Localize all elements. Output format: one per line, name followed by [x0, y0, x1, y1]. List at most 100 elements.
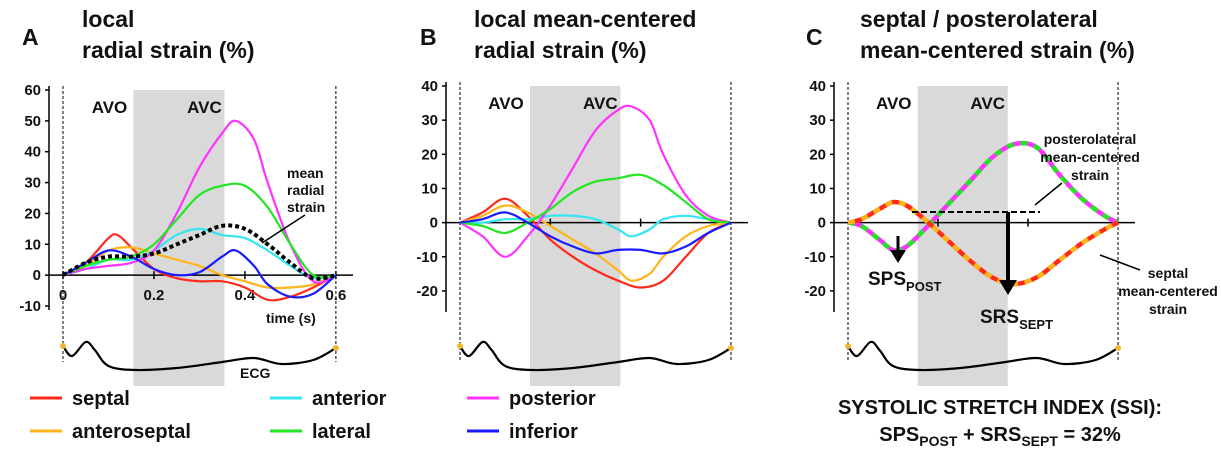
- ecg-trace: [459, 340, 732, 372]
- sps-arrow-head: [890, 250, 906, 263]
- y-tick-label: 0: [430, 215, 438, 232]
- ecg-end-marker: [332, 345, 339, 351]
- posterolateral-annotation-line1: posterolateral: [1044, 131, 1137, 147]
- y-tick-label: -10: [416, 249, 438, 266]
- ssi-sept-subscript: SEPT: [1021, 433, 1058, 449]
- panel-a-title-line2: radial strain (%): [82, 37, 255, 63]
- panel-c-plot: -20 -10 0 10 20 30 40 AVO AVC: [804, 78, 1135, 386]
- series-septal-mean-centered-strain-dashes: [847, 199, 1120, 287]
- y-tick-label: 20: [809, 146, 826, 163]
- panel-letter-c: C: [806, 24, 823, 50]
- systole-band: [917, 86, 1008, 386]
- posterolateral-annotation-line3: strain: [1071, 167, 1109, 183]
- sps-post-subscript: POST: [906, 279, 941, 294]
- legend-label-inferior: inferior: [509, 421, 578, 443]
- legend-label-anterior: anterior: [312, 388, 387, 410]
- ecg-end-marker: [1115, 345, 1121, 351]
- legend-label-lateral: lateral: [312, 421, 371, 443]
- panel-a-xlabel: time (s): [266, 310, 316, 326]
- y-tick-label: 0: [33, 267, 41, 284]
- y-tick-label: 40: [24, 144, 41, 161]
- series-posterior-line: [459, 104, 732, 258]
- posterolateral-leader: [1034, 182, 1063, 206]
- ecg-start-marker: [457, 343, 463, 349]
- y-tick-label: 10: [421, 180, 438, 197]
- y-tick-label: 30: [421, 112, 438, 129]
- septal-annotation-line2: mean-centered: [1118, 283, 1218, 299]
- septal-annotation-line1: septal: [1148, 265, 1188, 281]
- series-inferior-line: [459, 211, 732, 255]
- ecg-label: ECG: [240, 365, 270, 381]
- y-tick-label: -20: [416, 283, 438, 300]
- sps-post-label: SPSPOST: [868, 269, 941, 294]
- ssi-result: = 32%: [1058, 424, 1121, 446]
- y-tick-label: 10: [24, 236, 41, 253]
- y-tick-label: 10: [809, 180, 826, 197]
- y-tick-label: 30: [809, 112, 826, 129]
- y-tick-label: 30: [24, 175, 41, 192]
- systole-band: [530, 86, 621, 386]
- x-tick-label: 0.2: [144, 287, 165, 304]
- y-tick-label: 40: [809, 78, 826, 95]
- ssi-post-subscript: POST: [919, 433, 958, 449]
- srs-sept-label: SRSSEPT: [980, 307, 1053, 332]
- series-anterior-line: [459, 214, 732, 238]
- posterolateral-annotation-line2: mean-centered: [1040, 149, 1140, 165]
- panel-b-title-line2: radial strain (%): [474, 37, 647, 63]
- y-tick-label: 20: [421, 146, 438, 163]
- sps-label: SPS: [868, 269, 906, 290]
- srs-sept-subscript: SEPT: [1019, 317, 1053, 332]
- x-tick-label: 0.6: [325, 287, 346, 304]
- srs-arrow-head: [999, 280, 1017, 295]
- legend-label-anteroseptal: anteroseptal: [72, 421, 191, 443]
- series-lateral-line: [459, 173, 732, 235]
- event-label-avc: AVC: [970, 94, 1005, 113]
- series-anteroseptal-line: [459, 204, 732, 282]
- panel-a-title-line1: local: [82, 6, 134, 32]
- legend-label-septal: septal: [72, 388, 130, 410]
- series-inferior-line: [62, 249, 337, 299]
- panel-a-plot: -10 0 10 20 30 40 50 60 0 0.2 0.4 0.6 AVO AVC: [19, 82, 353, 386]
- ssi-formula: SPSPOST + SRSSEPT = 32%: [879, 424, 1121, 449]
- ssi-plus: +: [957, 424, 980, 446]
- legend: septal anterior posterior anteroseptal later…: [30, 388, 596, 443]
- panel-b-plot: -20 -10 0 10 20 30 40 AVO AVC: [416, 78, 748, 386]
- event-label-avo: AVO: [488, 94, 524, 113]
- series-septal-line: [459, 197, 732, 289]
- event-label-avc: AVC: [583, 94, 618, 113]
- ecg-start-marker: [845, 343, 851, 349]
- legend-label-posterior: posterior: [509, 388, 596, 410]
- series-lateral-line: [62, 182, 337, 279]
- systole-band: [133, 90, 225, 386]
- ecg-trace: [62, 340, 337, 372]
- y-tick-label: -10: [19, 298, 41, 315]
- mean-annotation-line1: mean: [287, 165, 324, 181]
- x-tick-label: 0.4: [235, 287, 257, 304]
- mean-annotation-line2: radial: [287, 182, 324, 198]
- panel-c: C septal / posterolateral mean-centered …: [804, 6, 1218, 386]
- panel-letter-b: B: [420, 24, 437, 50]
- y-tick-label: 0: [818, 215, 826, 232]
- panel-a: A local radial strain (%) -10 0 10 20 30 40 50…: [19, 6, 353, 386]
- panel-letter-a: A: [22, 24, 39, 50]
- y-tick-label: 20: [24, 205, 41, 222]
- panel-c-title-line2: mean-centered strain (%): [860, 37, 1135, 63]
- y-tick-label: 40: [421, 78, 438, 95]
- ssi-title: SYSTOLIC STRETCH INDEX (SSI):: [838, 397, 1162, 419]
- mean-annotation-leader: [261, 214, 306, 244]
- event-label-avc: AVC: [187, 98, 222, 117]
- y-tick-label: 50: [24, 113, 41, 130]
- ecg-trace: [847, 340, 1119, 372]
- series-mean-radial-strain-line: [62, 223, 337, 281]
- ecg-start-marker: [60, 343, 66, 349]
- panel-b-title-line1: local mean-centered: [474, 6, 696, 32]
- y-tick-label: 60: [24, 82, 41, 99]
- y-tick-label: -20: [804, 283, 826, 300]
- septal-leader: [1099, 254, 1141, 271]
- ssi-srs: SRS: [980, 424, 1021, 446]
- panel-b: B local mean-centered radial strain (%) …: [416, 6, 748, 386]
- event-label-avo: AVO: [876, 94, 912, 113]
- septal-annotation-line3: strain: [1149, 301, 1187, 317]
- mean-annotation-line3: strain: [287, 199, 325, 215]
